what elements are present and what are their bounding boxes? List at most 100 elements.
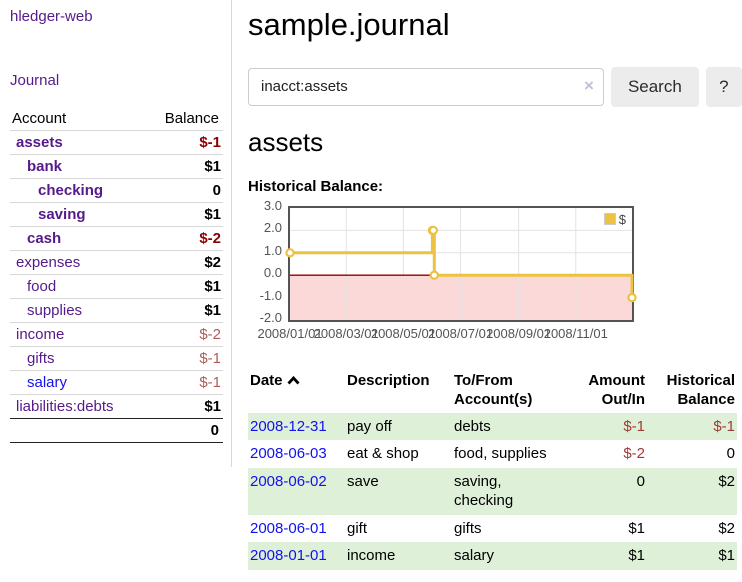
account-balance: $-1 — [145, 130, 223, 155]
y-axis-tick-label: -1.0 — [259, 287, 282, 303]
account-link-bank[interactable]: bank — [27, 158, 63, 175]
search-form: × Search ? — [248, 66, 742, 107]
transaction-description: gift — [347, 519, 368, 537]
transaction-balance: $1 — [718, 547, 735, 565]
account-link-saving[interactable]: saving — [38, 206, 86, 223]
search-input[interactable] — [248, 67, 604, 106]
y-axis-tick-label: 0.0 — [263, 265, 282, 281]
transaction-accounts: saving, checking — [454, 472, 514, 510]
transaction-amount: $1 — [628, 547, 645, 565]
chart-title: Historical Balance: — [248, 177, 384, 195]
account-link-expenses[interactable]: expenses — [16, 254, 81, 271]
x-axis-tick-label: 2008/05/01 — [370, 325, 436, 341]
transaction-date-link[interactable]: 2008-06-02 — [250, 472, 327, 490]
app-layout: hledger-web Journal Account Balance asse… — [0, 0, 742, 570]
register-row: 2008-06-02 save saving, checking 0 $2 — [248, 467, 737, 515]
main-content: sample.journal × Search ? assets Histori… — [232, 0, 742, 570]
accounts-total-row: 0 — [10, 418, 223, 443]
account-row: checking 0 — [10, 178, 223, 203]
legend-color-swatch — [603, 213, 616, 226]
x-axis-tick-label: 2008/01/01 — [257, 325, 323, 341]
y-axis-tick-label: -2.0 — [259, 309, 282, 325]
account-balance: $1 — [145, 298, 223, 323]
accounts-table: Account Balance assets $-1 bank $1 check… — [10, 107, 223, 443]
account-link-income[interactable]: income — [16, 326, 65, 343]
register-header-balance: Historical Balance — [666, 371, 735, 409]
register-table: Date Description To/From Account(s) Amou… — [248, 368, 737, 570]
register-header-description: Description — [347, 371, 430, 389]
account-balance: $-1 — [145, 346, 223, 371]
transaction-amount: $-1 — [623, 417, 645, 435]
register-header-amount: Amount Out/In — [588, 371, 645, 409]
account-row: expenses $2 — [10, 250, 223, 275]
help-button[interactable]: ? — [705, 66, 742, 107]
account-balance: $2 — [145, 250, 223, 275]
register-header-date[interactable]: Date — [248, 368, 345, 413]
account-row: salary $-1 — [10, 370, 223, 395]
date-header-label: Date — [250, 371, 283, 389]
clear-search-icon[interactable]: × — [584, 75, 594, 95]
transaction-balance: $2 — [718, 472, 735, 490]
accounts-total: 0 — [145, 418, 223, 443]
transaction-balance: $-1 — [713, 417, 735, 435]
x-axis-tick-label: 2008/03/01 — [313, 325, 379, 341]
transaction-accounts: food, supplies — [454, 445, 547, 463]
transaction-description: eat & shop — [347, 445, 419, 463]
account-balance: $1 — [145, 274, 223, 299]
transaction-description: income — [347, 547, 396, 565]
register-row: 2008-12-31 pay off debts $-1 $-1 — [248, 412, 737, 441]
accounts-header-account: Account — [12, 110, 67, 127]
account-row: liabilities:debts $1 — [10, 394, 223, 419]
register-row: 2008-06-03 eat & shop food, supplies $-2… — [248, 440, 737, 468]
register-row: 2008-06-01 gift gifts $1 $2 — [248, 515, 737, 543]
account-link-checking[interactable]: checking — [38, 182, 104, 199]
search-box: × — [248, 67, 604, 106]
transaction-accounts: gifts — [454, 519, 482, 537]
account-link-supplies[interactable]: supplies — [27, 302, 83, 319]
account-balance: $-2 — [145, 226, 223, 251]
y-axis-tick-label: 1.0 — [263, 242, 282, 258]
brand-link[interactable]: hledger-web — [10, 8, 93, 25]
account-row: income $-2 — [10, 322, 223, 347]
transaction-accounts: salary — [454, 547, 495, 565]
transaction-balance: $2 — [718, 519, 735, 537]
chart-legend: $ — [600, 210, 629, 228]
sidebar: hledger-web Journal Account Balance asse… — [0, 0, 232, 467]
account-balance: $1 — [145, 394, 223, 419]
account-link-salary[interactable]: salary — [27, 374, 68, 391]
sort-ascending-icon — [286, 375, 300, 385]
account-link-liabilities-debts[interactable]: liabilities:debts — [16, 398, 114, 415]
legend-label: $ — [618, 211, 626, 227]
account-link-cash[interactable]: cash — [27, 230, 62, 247]
account-row: gifts $-1 — [10, 346, 223, 371]
transaction-date-link[interactable]: 2008-06-03 — [250, 445, 327, 463]
x-axis-tick-label: 2008/09/01 — [486, 325, 552, 341]
sidebar-item-journal[interactable]: Journal — [10, 72, 60, 89]
account-balance: $1 — [145, 202, 223, 227]
account-balance: $-2 — [145, 322, 223, 347]
transaction-date-link[interactable]: 2008-12-31 — [250, 417, 327, 435]
historical-balance-chart: $ 3.0 2.0 1.0 0.0 -1.0 -2.0 2008/01/01 2008/03/… — [248, 198, 638, 342]
chart-canvas — [285, 207, 637, 320]
transaction-balance: 0 — [726, 445, 735, 463]
x-axis-tick-label: 2008/07/01 — [427, 325, 494, 341]
y-axis-tick-label: 3.0 — [263, 197, 282, 213]
chart-plot-area: $ — [285, 205, 637, 322]
register-row: 2008-01-01 income salary $1 $1 — [248, 542, 737, 570]
account-link-food[interactable]: food — [27, 278, 57, 295]
account-row: assets $-1 — [10, 130, 223, 155]
transaction-description: pay off — [347, 417, 392, 435]
y-axis-tick-label: 2.0 — [263, 220, 282, 236]
transaction-accounts: debts — [454, 417, 491, 435]
search-button[interactable]: Search — [610, 66, 699, 107]
transaction-amount: $-2 — [623, 445, 645, 463]
transaction-date-link[interactable]: 2008-06-01 — [250, 519, 327, 537]
account-row: cash $-2 — [10, 226, 223, 251]
register-header-accounts: To/From Account(s) — [454, 371, 533, 409]
account-link-gifts[interactable]: gifts — [27, 350, 55, 367]
account-row: supplies $1 — [10, 298, 223, 323]
account-link-assets[interactable]: assets — [16, 134, 63, 151]
transaction-date-link[interactable]: 2008-01-01 — [250, 547, 327, 565]
register-header-row: Date Description To/From Account(s) Amou… — [248, 368, 737, 413]
account-heading: assets — [248, 126, 324, 157]
